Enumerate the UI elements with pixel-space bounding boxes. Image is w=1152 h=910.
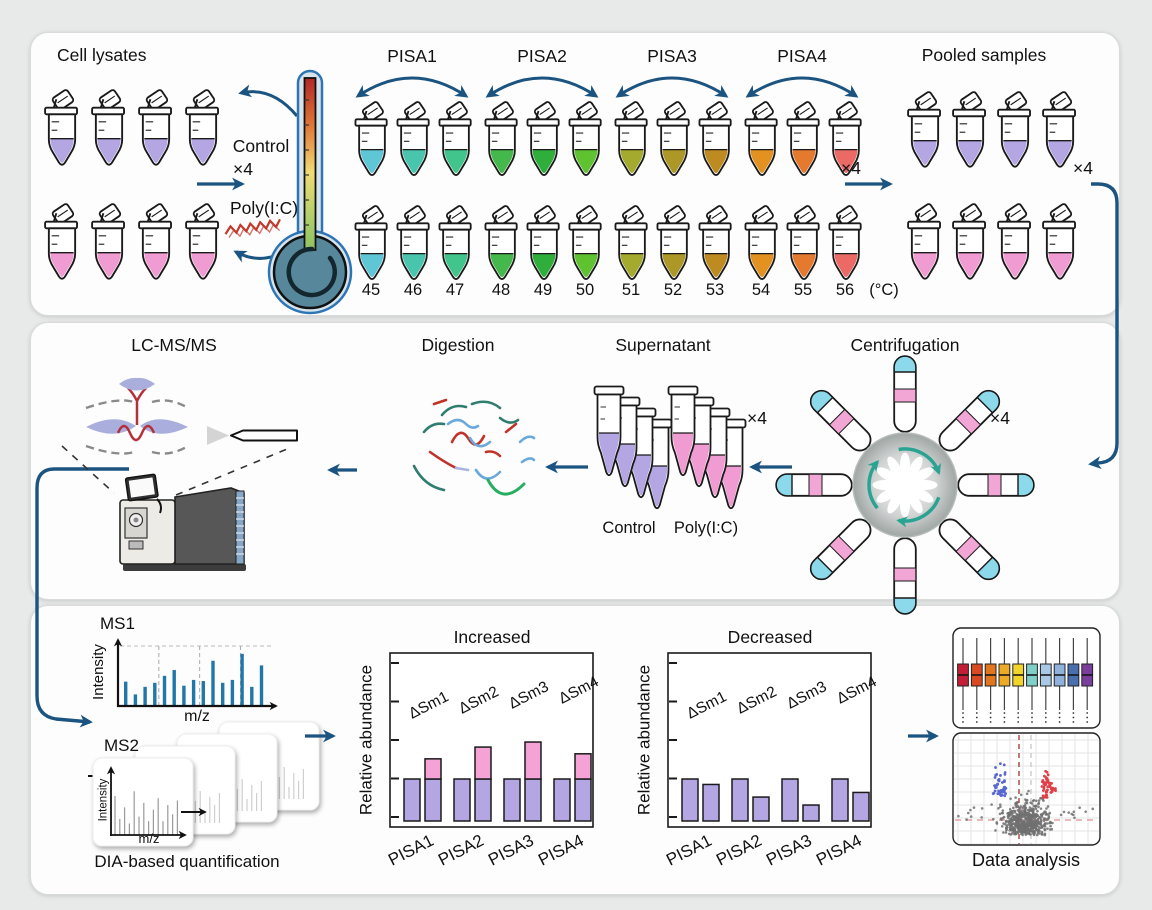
supernatant-control-label: Control (602, 519, 656, 537)
temp-47: 47 (445, 281, 465, 299)
dia-quantification-label: DIA-based quantification (94, 852, 280, 871)
supernatant-times4-label: ×4 (747, 408, 767, 428)
pisa-times4-label: ×4 (841, 158, 861, 178)
centrifugation-times4-label: ×4 (990, 408, 1010, 428)
control-label: Control (232, 136, 290, 156)
pisa4-label: PISA4 (777, 46, 827, 66)
temp-56: 56 (835, 281, 855, 299)
decreased-title: Decreased (727, 627, 813, 647)
ms1-label: MS1 (100, 614, 135, 633)
lcmsms-label: LC-MS/MS (131, 335, 217, 355)
cell-lysates-label: Cell lysates (57, 45, 147, 65)
temp-51: 51 (621, 281, 641, 299)
digestion-label: Digestion (421, 335, 495, 355)
ms1-ylabel: Intensity (89, 644, 107, 700)
ms2-label: MS2 (104, 736, 139, 755)
pisa3-label: PISA3 (647, 46, 697, 66)
lysates-times4-label: ×4 (233, 159, 253, 179)
temp-54: 54 (751, 281, 771, 299)
decreased-ylabel: Relative abundance (634, 664, 654, 816)
pisa2-label: PISA2 (517, 46, 567, 66)
temp-46: 46 (403, 281, 423, 299)
temp-55: 55 (793, 281, 813, 299)
increased-title: Increased (453, 627, 531, 647)
ms2-xlabel: m/z (138, 831, 160, 846)
sample-prep-panel (30, 32, 1120, 316)
polyic-label: Poly(I:C) (229, 198, 299, 218)
increased-ylabel: Relative abundance (356, 664, 376, 816)
temp-53: 53 (705, 281, 725, 299)
supernatant-polyic-label: Poly(I:C) (673, 519, 739, 537)
pooled-times4-label: ×4 (1073, 158, 1093, 178)
supernatant-label: Supernatant (615, 335, 711, 355)
data-analysis-label: Data analysis (971, 850, 1081, 870)
pooled-samples-label: Pooled samples (921, 45, 1047, 65)
pisa1-label: PISA1 (387, 46, 437, 66)
processing-panel (30, 322, 1120, 600)
ms1-xlabel: m/z (184, 708, 210, 725)
ms2-ylabel: Intensity (97, 778, 110, 822)
celsius-label: (°C) (869, 281, 899, 299)
temp-49: 49 (533, 281, 553, 299)
temp-50: 50 (575, 281, 595, 299)
temp-45: 45 (361, 281, 381, 299)
centrifugation-label: Centrifugation (850, 335, 960, 355)
temp-52: 52 (663, 281, 683, 299)
temp-48: 48 (491, 281, 511, 299)
